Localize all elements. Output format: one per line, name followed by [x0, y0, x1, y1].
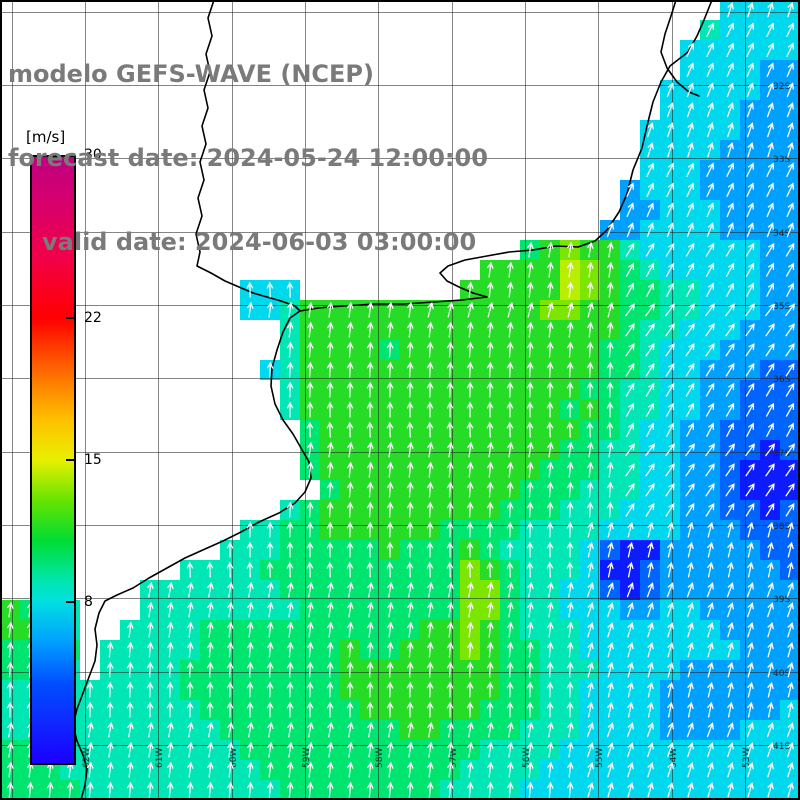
longitude-label: 55W — [595, 748, 605, 768]
longitude-label: 54W — [669, 748, 679, 768]
colorbar-tick-label: 22 — [84, 309, 102, 326]
latitude-label: 32S — [773, 82, 790, 92]
longitude-label: 53W — [742, 748, 752, 768]
colorbar-tick-label: 30 — [84, 147, 102, 163]
latitude-label: 41S — [773, 742, 790, 752]
colorbar-unit-label: [m/s] — [26, 128, 66, 146]
latitude-label: 39S — [773, 595, 790, 605]
colorbar-tick-label: 8 — [84, 594, 93, 611]
latitude-label: 35S — [773, 302, 790, 312]
latitude-label: 37S — [773, 449, 790, 459]
colorbar-tick-mark — [66, 601, 75, 604]
longitude-label: 61W — [155, 748, 165, 768]
latitude-label: 36S — [773, 375, 790, 385]
coastline-layer — [72, 0, 713, 800]
latitude-label: 40S — [773, 669, 790, 679]
longitude-label: 59W — [302, 748, 312, 768]
longitude-label: 60W — [229, 748, 239, 768]
latitude-label: 33S — [773, 155, 790, 165]
longitude-label: 58W — [375, 748, 385, 768]
axis-labels-layer: 62W 61W 60W 59W 58W 57W 56W 55W 54W 53W 32S 33S 34S 3… — [82, 82, 790, 768]
colorbar-tick-mark — [66, 154, 75, 156]
longitude-label: 62W — [82, 748, 92, 768]
model-title: modelo GEFS-WAVE (NCEP) — [8, 60, 374, 88]
colorbar-tick-mark — [66, 316, 75, 319]
title-block: modelo GEFS-WAVE (NCEP) forecast date: 2… — [8, 4, 488, 312]
longitude-label: 57W — [449, 748, 459, 768]
valid-date-line: valid date: 2024-06-03 03:00:00 — [42, 228, 477, 256]
colorbar-tick-label: 15 — [84, 452, 102, 468]
longitude-label: 56W — [522, 748, 532, 768]
forecast-date-line: forecast date: 2024-05-24 12:00:00 — [8, 144, 488, 172]
colorbar: [m/s] 30 22 15 8 — [26, 128, 102, 765]
latitude-label: 34S — [773, 229, 790, 239]
colorbar-tick-mark — [66, 459, 75, 461]
latitude-label: 38S — [773, 522, 790, 532]
